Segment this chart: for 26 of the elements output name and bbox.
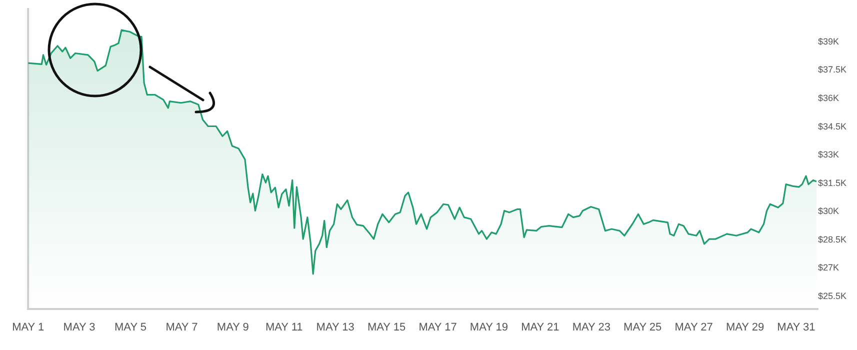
x-tick-label: MAY 3 [63, 321, 96, 334]
x-tick-label: MAY 31 [777, 321, 816, 334]
y-tick-label: $39K [818, 36, 840, 46]
y-tick-label: $37.5K [818, 64, 847, 75]
x-tick-label: MAY 21 [521, 321, 560, 334]
x-tick-label: MAY 23 [572, 321, 610, 334]
y-tick-label: $34.5K [818, 121, 847, 132]
x-tick-label: MAY 19 [470, 321, 508, 334]
y-tick-label: $30K [818, 206, 840, 216]
x-tick-label: MAY 27 [674, 321, 713, 334]
x-tick-label: MAY 13 [316, 321, 354, 334]
x-tick-label: MAY 11 [265, 321, 303, 334]
y-tick-label: $25.5K [818, 291, 847, 302]
x-tick-label: MAY 9 [216, 321, 249, 334]
y-tick-label: $31.5K [818, 178, 847, 188]
y-tick-label: $33K [818, 150, 840, 160]
x-tick-label: MAY 29 [726, 321, 764, 334]
y-tick-label: $28.5K [818, 234, 847, 244]
x-tick-label: MAY 5 [114, 321, 147, 334]
x-tick-label: MAY 25 [624, 321, 662, 334]
x-tick-label: MAY 15 [368, 321, 406, 334]
x-tick-label: MAY 1 [12, 321, 44, 334]
y-tick-label: $27K [818, 262, 840, 273]
x-tick-label: MAY 7 [166, 321, 198, 334]
y-tick-label: $36K [818, 93, 840, 104]
x-tick-label: MAY 17 [418, 321, 457, 334]
